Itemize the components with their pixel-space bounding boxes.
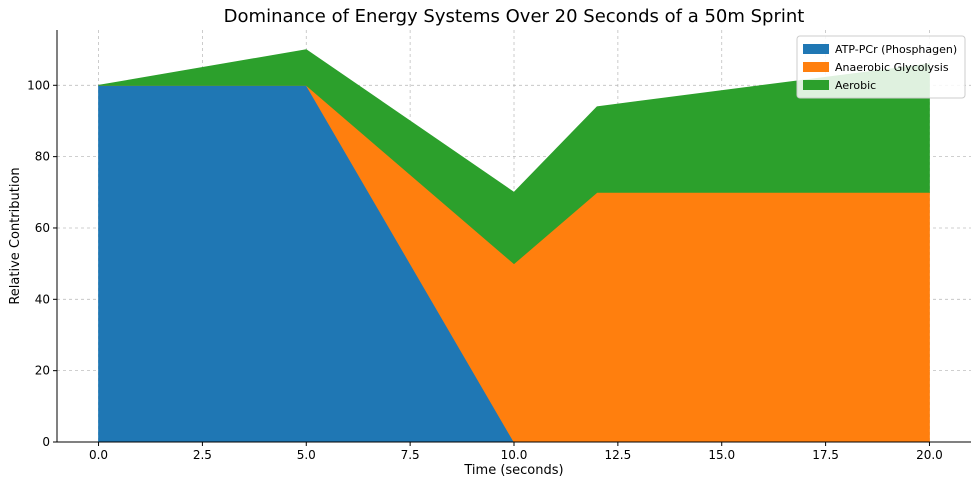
y-axis-label: Relative Contribution — [8, 167, 23, 304]
legend-frame — [796, 35, 966, 99]
legend-swatch — [803, 62, 829, 72]
y-tick-label: 0 — [42, 435, 50, 449]
chart-title: Dominance of Energy Systems Over 20 Seco… — [224, 6, 805, 27]
x-tick-label: 2.5 — [193, 448, 212, 462]
legend-entry: Anaerobic Glycolysis — [835, 61, 949, 74]
x-tick-label: 17.5 — [812, 448, 839, 462]
legend-swatch — [803, 44, 829, 54]
legend-entry: Aerobic — [835, 79, 876, 92]
x-tick-label: 12.5 — [605, 448, 632, 462]
plot-areas — [98, 49, 930, 443]
x-tick-label: 5.0 — [297, 448, 316, 462]
x-tick-label: 15.0 — [708, 448, 735, 462]
x-tick-label: 7.5 — [401, 448, 420, 462]
legend-entry: ATP-PCr (Phosphagen) — [835, 43, 957, 56]
legend-swatch — [803, 80, 829, 90]
x-axis-label: Time (seconds) — [463, 463, 563, 478]
y-tick-label: 80 — [35, 150, 50, 164]
x-tick-label: 0.0 — [89, 448, 108, 462]
y-tick-label: 20 — [35, 364, 50, 378]
y-tick-label: 40 — [35, 292, 50, 306]
x-tick-label: 10.0 — [501, 448, 528, 462]
legend: ATP-PCr (Phosphagen) Anaerobic Glycolysis… — [796, 35, 966, 99]
y-ticks: 0 20 40 60 80 100 — [27, 78, 57, 449]
x-tick-label: 20.0 — [916, 448, 943, 462]
area-series-3 — [98, 49, 930, 265]
x-ticks: 0.0 2.5 5.0 7.5 10.0 12.5 15.0 17.5 20.0 — [89, 442, 943, 462]
y-tick-label: 60 — [35, 221, 50, 235]
y-tick-label: 100 — [27, 78, 50, 92]
